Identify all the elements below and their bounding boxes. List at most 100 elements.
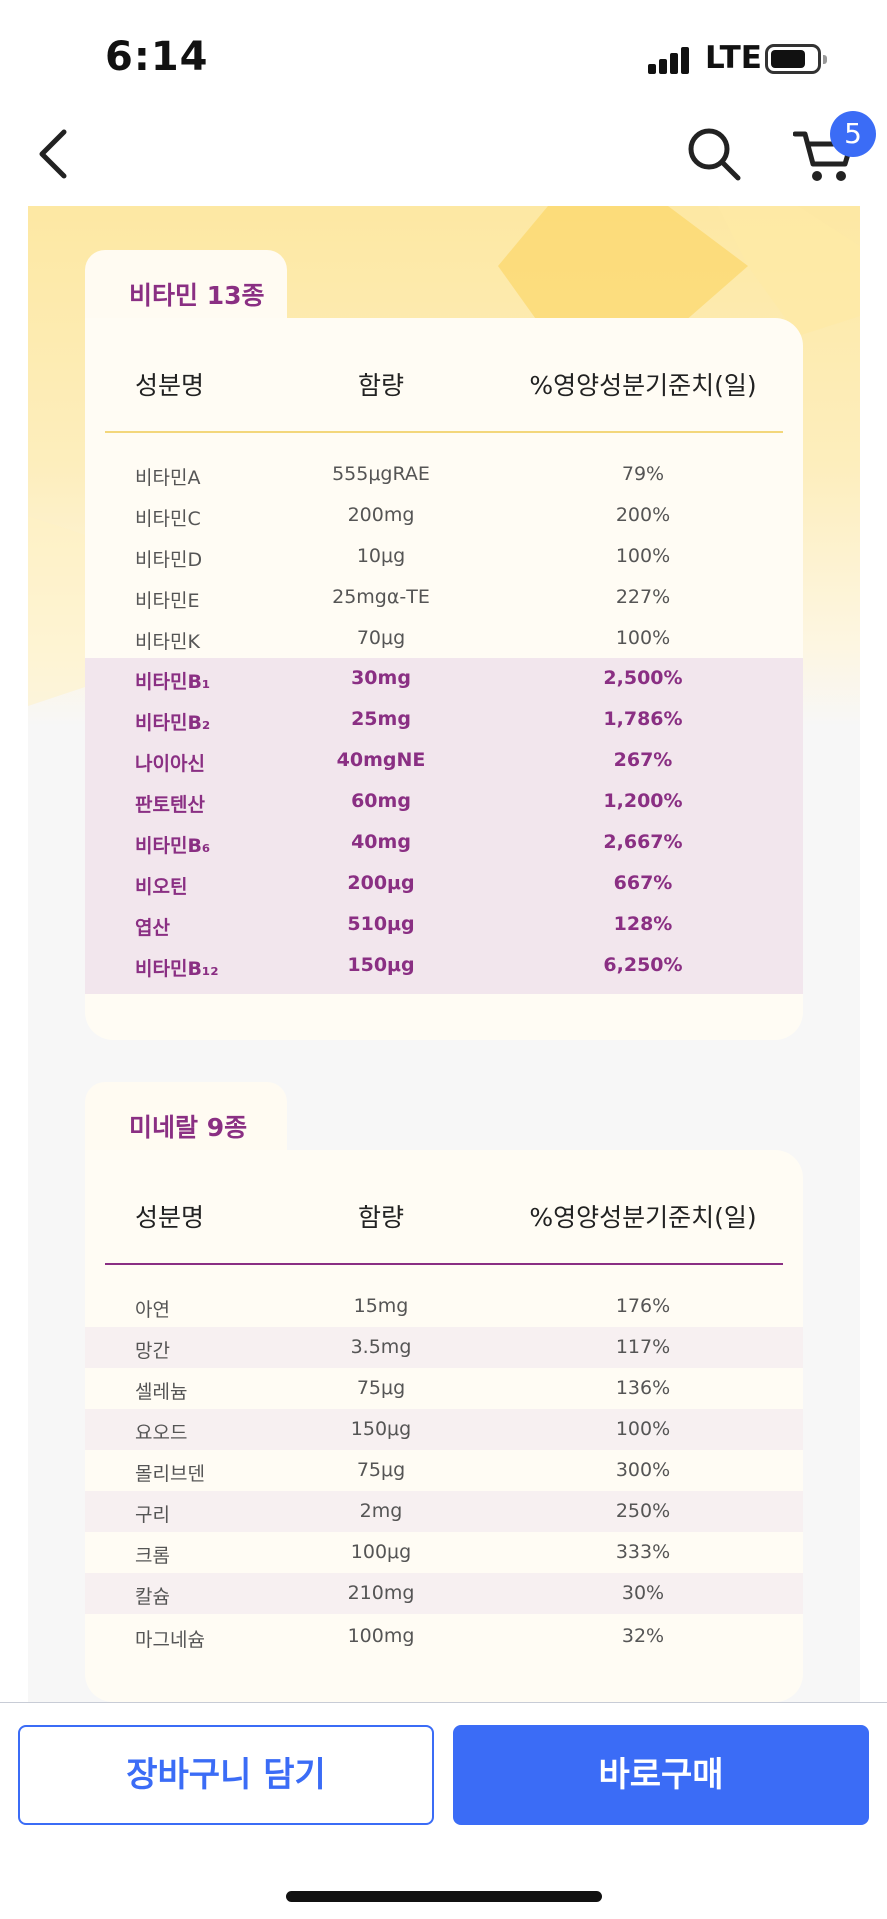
cart-count-badge: 5 xyxy=(830,111,876,157)
cell-ingredient: 비타민C xyxy=(135,508,201,530)
header-daily-value: %영양성분기준치(일) xyxy=(529,1203,757,1232)
cell-amount: 60mg xyxy=(351,790,411,812)
table-row: 비타민D 10μg 100% xyxy=(85,536,803,577)
cell-daily-value: 2,667% xyxy=(603,831,683,853)
bottom-action-bar: 장바구니 담기 바로구매 xyxy=(0,1702,887,1919)
minerals-table-header: 성분명 함량 %영양성분기준치(일) xyxy=(85,1150,803,1266)
cell-daily-value: 200% xyxy=(615,504,671,526)
cell-amount: 25mgα-TE xyxy=(332,586,430,608)
cell-ingredient: 비타민B₆ xyxy=(135,835,211,857)
cell-ingredient: 비타민B₁₂ xyxy=(135,958,219,980)
table-row-highlight: 비타민B₆ 40mg 2,667% xyxy=(85,822,803,863)
table-row: 몰리브덴 75μg 300% xyxy=(85,1450,803,1491)
table-row: 셀레늄 75μg 136% xyxy=(85,1368,803,1409)
cell-ingredient: 엽산 xyxy=(135,917,170,939)
minerals-table: 성분명 함량 %영양성분기준치(일) 아연 15mg 176% 망간 3.5mg 117… xyxy=(85,1150,803,1702)
table-row-highlight: 비오틴 200μg 667% xyxy=(85,863,803,904)
cell-amount: 200mg xyxy=(347,504,415,526)
cell-amount: 40mgNE xyxy=(336,749,426,771)
header-daily-value: %영양성분기준치(일) xyxy=(529,371,757,400)
table-row: 망간 3.5mg 117% xyxy=(85,1327,803,1368)
status-time: 6:14 xyxy=(105,34,209,80)
cell-daily-value: 32% xyxy=(621,1625,665,1647)
cell-daily-value: 136% xyxy=(615,1377,671,1399)
header-ingredient: 성분명 xyxy=(135,371,205,400)
header-divider xyxy=(105,1263,783,1265)
table-row: 아연 15mg 176% xyxy=(85,1286,803,1327)
header-divider xyxy=(105,431,783,433)
cell-daily-value: 227% xyxy=(615,586,671,608)
cell-ingredient: 판토텐산 xyxy=(135,794,205,816)
cell-ingredient: 아연 xyxy=(135,1299,170,1321)
cell-ingredient: 비오틴 xyxy=(135,876,188,898)
cell-daily-value: 667% xyxy=(613,872,673,894)
highlight-block xyxy=(85,658,803,994)
cell-ingredient: 비타민A xyxy=(135,467,201,489)
cell-daily-value: 6,250% xyxy=(603,954,683,976)
cell-ingredient: 비타민D xyxy=(135,549,203,571)
home-indicator[interactable] xyxy=(286,1891,602,1902)
header-ingredient: 성분명 xyxy=(135,1203,205,1232)
cell-ingredient: 칼슘 xyxy=(135,1586,170,1608)
cell-amount: 10μg xyxy=(356,545,406,567)
cell-amount: 200μg xyxy=(347,872,415,894)
vitamins-table: 성분명 함량 %영양성분기준치(일) 비타민A 555μgRAE 79% 비타민C 2… xyxy=(85,318,803,1040)
header-amount: 함량 xyxy=(357,1203,404,1232)
cell-amount: 3.5mg xyxy=(350,1336,412,1358)
table-row: 비타민E 25mgα-TE 227% xyxy=(85,577,803,618)
cell-ingredient: 비타민B₂ xyxy=(135,712,211,734)
cell-amount: 75μg xyxy=(356,1459,406,1481)
cell-daily-value: 2,500% xyxy=(603,667,683,689)
table-row: 비타민C 200mg 200% xyxy=(85,495,803,536)
table-row: 비타민A 555μgRAE 79% xyxy=(85,454,803,495)
nutrition-content: 비타민 13종 성분명 함량 %영양성분기준치(일) 비타민A 555μgRAE 7… xyxy=(28,206,860,1702)
cell-daily-value: 117% xyxy=(615,1336,671,1358)
cell-ingredient: 구리 xyxy=(135,1504,170,1526)
cell-ingredient: 비타민B₁ xyxy=(135,671,211,693)
battery-icon xyxy=(765,44,827,74)
cell-daily-value: 267% xyxy=(613,749,673,771)
cell-amount: 70μg xyxy=(356,627,406,649)
cell-ingredient: 크롬 xyxy=(135,1545,170,1567)
cell-daily-value: 333% xyxy=(615,1541,671,1563)
add-to-cart-button[interactable]: 장바구니 담기 xyxy=(18,1725,434,1825)
buy-now-button[interactable]: 바로구매 xyxy=(453,1725,869,1825)
back-icon[interactable] xyxy=(30,126,80,182)
table-row: 크롬 100μg 333% xyxy=(85,1532,803,1573)
cell-ingredient: 요오드 xyxy=(135,1422,188,1444)
table-row-highlight: 판토텐산 60mg 1,200% xyxy=(85,781,803,822)
table-row-highlight: 나이아신 40mgNE 267% xyxy=(85,740,803,781)
status-bar: 6:14 LTE xyxy=(0,0,887,100)
cell-daily-value: 250% xyxy=(615,1500,671,1522)
table-row: 구리 2mg 250% xyxy=(85,1491,803,1532)
cell-amount: 2mg xyxy=(359,1500,403,1522)
cell-amount: 100mg xyxy=(347,1625,415,1647)
table-row-highlight: 비타민B₁₂ 150μg 6,250% xyxy=(85,945,803,986)
cell-ingredient: 몰리브덴 xyxy=(135,1463,205,1485)
table-row: 요오드 150μg 100% xyxy=(85,1409,803,1450)
table-row: 칼슘 210mg 30% xyxy=(85,1573,803,1614)
cell-amount: 75μg xyxy=(356,1377,406,1399)
cell-daily-value: 1,200% xyxy=(603,790,683,812)
table-row-highlight: 엽산 510μg 128% xyxy=(85,904,803,945)
cell-daily-value: 79% xyxy=(621,463,665,485)
cell-daily-value: 176% xyxy=(615,1295,671,1317)
vitamins-table-header: 성분명 함량 %영양성분기준치(일) xyxy=(85,318,803,434)
cell-ingredient: 마그네슘 xyxy=(135,1629,205,1651)
cell-amount: 15mg xyxy=(353,1295,409,1317)
cell-amount: 40mg xyxy=(351,831,411,853)
cell-ingredient: 나이아신 xyxy=(135,753,205,775)
top-nav xyxy=(0,100,887,206)
cell-daily-value: 100% xyxy=(615,1418,671,1440)
cell-amount: 150μg xyxy=(350,1418,412,1440)
cell-amount: 555μgRAE xyxy=(332,463,430,485)
cell-amount: 30mg xyxy=(351,667,411,689)
cell-amount: 210mg xyxy=(347,1582,415,1604)
search-icon[interactable] xyxy=(684,124,744,184)
cell-ingredient: 비타민E xyxy=(135,590,200,612)
network-label: LTE xyxy=(705,40,762,76)
cell-amount: 150μg xyxy=(347,954,415,976)
table-row: 마그네슘 100mg 32% xyxy=(85,1616,803,1657)
hexagon-decoration xyxy=(28,206,860,706)
cell-amount: 25mg xyxy=(351,708,411,730)
